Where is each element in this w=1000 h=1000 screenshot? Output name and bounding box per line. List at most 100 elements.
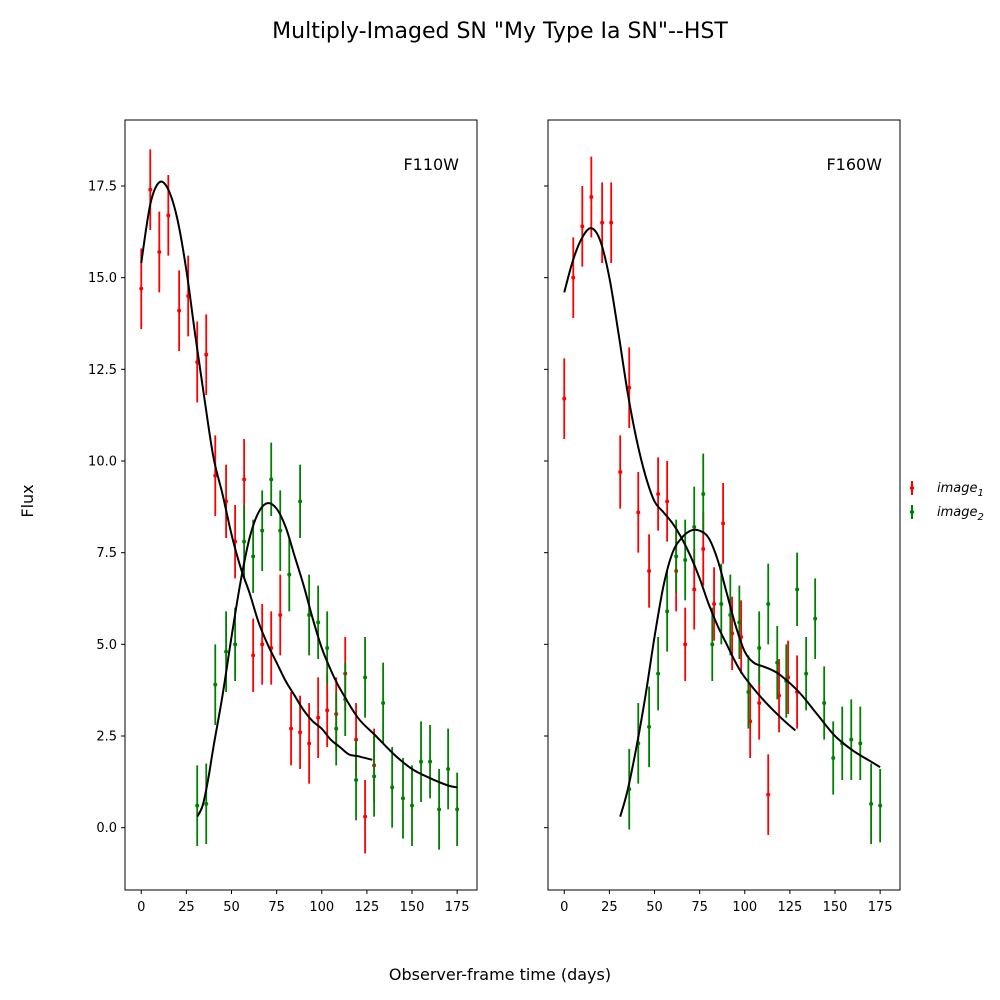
x-tick-label: 0	[137, 900, 145, 915]
x-tick-label: 25	[601, 900, 618, 915]
data-point	[307, 741, 312, 746]
data-point	[446, 767, 451, 771]
legend-dot-image2	[909, 509, 915, 515]
data-point	[242, 477, 247, 482]
data-point	[647, 569, 652, 573]
data-point	[390, 785, 395, 790]
data-point	[813, 616, 818, 621]
model-curve-image2	[196, 502, 458, 818]
data-point	[858, 741, 863, 746]
data-point	[213, 682, 218, 687]
data-point	[571, 275, 576, 280]
data-point	[233, 642, 238, 647]
data-point	[757, 646, 762, 650]
data-point	[354, 778, 359, 782]
data-point	[224, 649, 229, 654]
data-point	[260, 528, 265, 533]
x-axis-label: Observer-frame time (days)	[389, 965, 611, 984]
model-curve-image2	[619, 528, 881, 817]
band-label: F160W	[826, 155, 882, 174]
legend-label-image1: image1	[937, 481, 984, 499]
y-tick-label: 15.0	[88, 271, 117, 286]
data-point	[719, 602, 724, 606]
data-point	[316, 715, 321, 720]
axes-frame	[124, 119, 478, 891]
data-point	[334, 726, 339, 731]
data-point	[177, 308, 182, 313]
data-point	[674, 554, 679, 559]
data-point	[795, 587, 800, 592]
data-point	[381, 701, 386, 705]
data-point	[166, 213, 171, 218]
y-tick-label: 5.0	[96, 638, 117, 653]
data-point	[204, 352, 209, 357]
data-point	[701, 547, 706, 551]
data-point	[627, 385, 632, 390]
data-point	[428, 759, 433, 764]
data-point	[204, 801, 209, 806]
x-tick-label: 75	[691, 900, 708, 915]
legend-entry-image1: image1	[909, 481, 984, 499]
data-point	[363, 814, 368, 819]
data-point	[363, 675, 368, 680]
data-point	[157, 250, 162, 254]
data-point	[636, 510, 641, 515]
data-point	[325, 708, 330, 713]
data-point	[692, 525, 697, 529]
x-tick-label: 125	[777, 900, 802, 915]
y-tick-label: 2.5	[96, 730, 117, 745]
x-tick-label: 100	[309, 900, 334, 915]
data-point	[251, 554, 256, 559]
data-point	[665, 609, 670, 614]
legend-dot-image1	[909, 485, 915, 491]
data-point	[710, 642, 715, 647]
data-point	[298, 730, 303, 735]
data-point	[298, 499, 303, 504]
data-point	[278, 613, 283, 617]
data-point	[609, 220, 614, 225]
data-point	[195, 803, 200, 808]
data-point	[656, 492, 661, 496]
data-point	[804, 671, 809, 676]
data-point	[289, 726, 294, 731]
data-point	[325, 646, 330, 650]
data-point	[372, 774, 377, 779]
axes-frame	[547, 119, 901, 891]
x-tick-label: 125	[354, 900, 379, 915]
data-point	[849, 737, 854, 742]
x-tick-label: 25	[178, 900, 195, 915]
data-point	[600, 220, 605, 225]
data-point	[287, 572, 292, 577]
data-point	[665, 499, 670, 504]
data-point	[831, 756, 836, 760]
x-tick-label: 150	[823, 900, 848, 915]
y-tick-label: 12.5	[88, 363, 117, 378]
y-tick-label: 10.0	[88, 455, 117, 470]
legend-entry-image2: image2	[909, 505, 984, 523]
data-point	[766, 792, 771, 797]
data-point	[580, 224, 585, 229]
data-point	[683, 642, 688, 647]
data-point	[766, 602, 771, 606]
legend: image1 image2	[909, 481, 984, 523]
x-tick-label: 0	[560, 900, 568, 915]
data-point	[242, 539, 247, 544]
figure-title: Multiply-Imaged SN "My Type Ia SN"--HST	[272, 19, 728, 44]
x-tick-label: 50	[223, 900, 240, 915]
data-point	[562, 396, 567, 401]
data-point	[400, 796, 405, 801]
x-tick-label: 75	[268, 900, 285, 915]
series-image2	[627, 453, 883, 845]
data-point	[683, 558, 688, 562]
model-curve-image1	[140, 180, 373, 761]
data-point	[822, 701, 827, 705]
data-point	[618, 470, 623, 474]
data-point	[589, 195, 594, 199]
data-point	[139, 286, 144, 291]
data-point	[316, 620, 321, 625]
data-point	[692, 587, 697, 592]
data-point	[775, 660, 780, 665]
data-point	[737, 620, 742, 625]
data-point	[251, 653, 256, 658]
